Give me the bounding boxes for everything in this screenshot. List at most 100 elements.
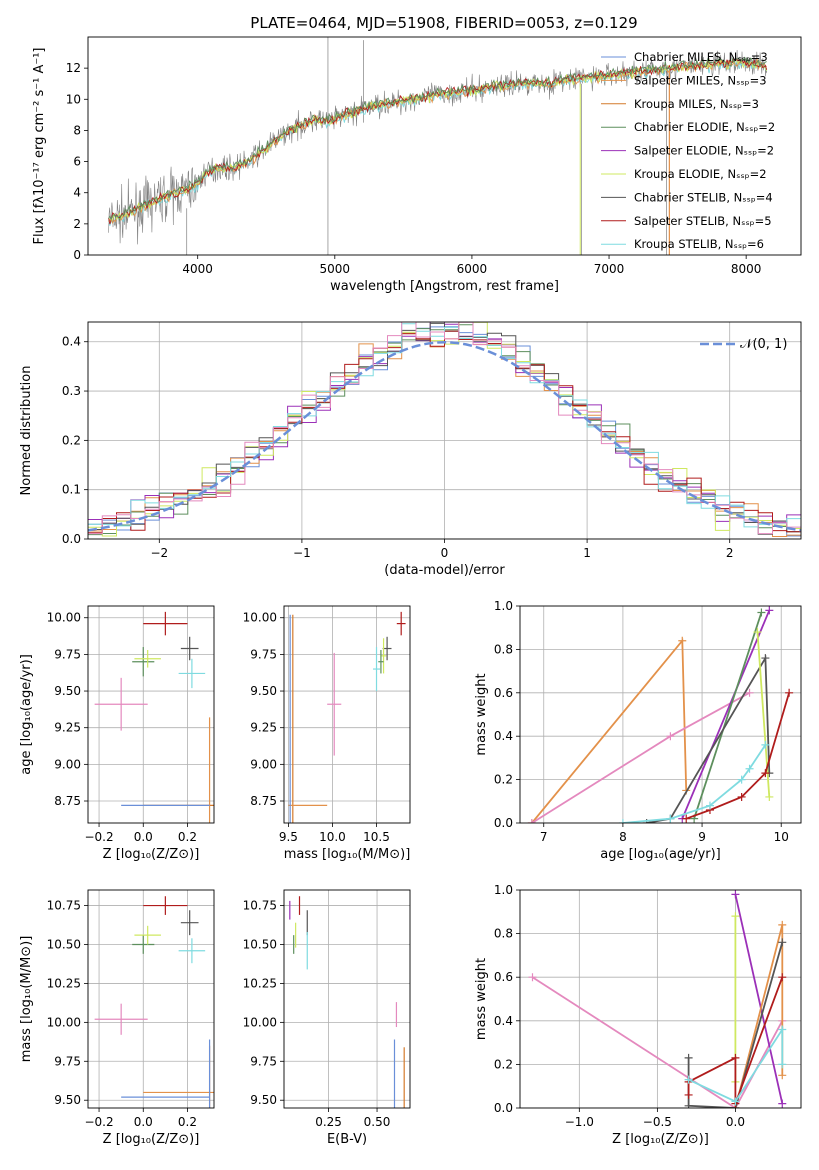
weight-point (731, 1097, 740, 1106)
weight_vs_z-ytick-label: 0.2 (494, 1057, 513, 1071)
weight_vs_z-panel: −1.0 −0.5 0.0 0.0 0.2 0.4 0.6 0.8 1.0 Z [log₁₀(Z/… (474, 883, 802, 1147)
spectrum-ytick-label: 12 (66, 61, 81, 75)
age_vs_mass-frame (283, 605, 411, 824)
residuals-legend: 𝒩(0, 1) (700, 337, 787, 352)
mass_vs_ebv-xlabel: E(B-V) (327, 1132, 367, 1147)
weight_vs_age-frame (519, 605, 802, 824)
mass_vs_z-ytick-label: 9.75 (54, 1054, 81, 1068)
normal-curve (88, 340, 801, 532)
age_vs_mass-panel: 9.5 10.0 10.5 8.75 9.00 9.25 9.50 9.75 10.00 mass… (243, 605, 411, 862)
weight_vs_z-xtick-label: −0.5 (643, 1115, 672, 1129)
residuals-ytick-label: 0.0 (62, 532, 81, 546)
age_vs_mass-ytick-label: 9.75 (250, 647, 277, 661)
residuals-xtick-label: 0 (441, 546, 449, 560)
weight_vs_z-ytick-label: 0.4 (494, 1014, 513, 1028)
spectrum-ytick-label: 2 (73, 217, 81, 231)
weight-point (778, 938, 787, 947)
weight-point (753, 628, 762, 637)
spectrum-xtick-label: 4000 (182, 262, 213, 276)
residuals-ytick-label: 0.3 (62, 384, 81, 398)
weight_vs_age-xlabel: age [log₁₀(age/yr)] (600, 847, 721, 862)
age_vs_mass-ytick-label: 9.25 (250, 721, 277, 735)
weight-point (618, 819, 627, 823)
age_vs_z-panel: −0.2 0.0 0.2 8.75 9.00 9.25 9.50 9.75 10.00 Z [lo… (19, 605, 215, 862)
spectrum-xtick-label: 5000 (320, 262, 351, 276)
legend-entry: Chabrier MILES, Nₛₛₚ=3 (634, 50, 768, 64)
weight-point (678, 636, 687, 645)
weight_vs_z-ytick-label: 1.0 (494, 883, 513, 897)
age_vs_mass-ytick-label: 9.50 (250, 684, 277, 698)
weight-series-salpeter_elodie (734, 894, 784, 1104)
age_vs_z-xtick-label: −0.2 (84, 830, 113, 844)
spectrum-panel: 4000 5000 6000 7000 8000 0 2 4 6 8 10 12 wavelength … (32, 36, 802, 294)
mass_vs_ebv-frame (283, 889, 411, 1109)
spectrum-background (88, 37, 801, 255)
weight-point (757, 608, 766, 617)
weight-point (778, 1071, 787, 1080)
weight-point (684, 1101, 693, 1108)
weight_vs_z-ylabel: mass weight (474, 958, 489, 1040)
residuals-ylabel: Normed distribution (19, 366, 34, 496)
age_vs_z-ytick-label: 8.75 (54, 794, 81, 808)
residuals-plot-area (88, 322, 801, 539)
weight-point (778, 973, 787, 982)
age_vs_z-ytick-label: 10.00 (47, 611, 81, 625)
legend-entry: Salpeter ELODIE, Nₛₛₚ=2 (634, 144, 774, 158)
weight_vs_age-xtick-label: 10 (774, 830, 789, 844)
age_vs_mass-xtick-label: 10.5 (363, 830, 390, 844)
residual-histogram-pink (88, 322, 801, 535)
weight-point (745, 688, 754, 697)
mass_vs_z-panel: −0.2 0.0 0.2 9.50 9.75 10.00 10.25 10.50 10.75 Z … (19, 889, 215, 1147)
residuals-xtick-label: 2 (726, 546, 734, 560)
mass_vs_ebv-ytick-label: 9.50 (250, 1093, 277, 1107)
residuals-xtick-label: −2 (150, 546, 168, 560)
legend-entry: Salpeter STELIB, Nₛₛₚ=5 (634, 214, 772, 228)
legend-entry: 𝒩(0, 1) (740, 337, 787, 352)
legend-entry: Chabrier STELIB, Nₛₛₚ=4 (634, 190, 773, 204)
spectrum-legend: Chabrier MILES, Nₛₛₚ=3 Salpeter MILES, Nₛ… (601, 50, 775, 251)
age_vs_mass-plot-area (284, 606, 410, 823)
mass_vs_z-xtick-label: −0.2 (84, 1115, 113, 1129)
weight_vs_age-ytick-label: 1.0 (494, 599, 513, 613)
weight_vs_age-background (520, 606, 801, 823)
weight_vs_age-ytick-label: 0.8 (494, 642, 513, 656)
spectrum-xtick-label: 8000 (731, 262, 762, 276)
weight-point (666, 814, 675, 823)
weight_vs_age-ytick-label: 0.6 (494, 686, 513, 700)
mass_vs_ebv-xtick-label: 0.50 (364, 1115, 391, 1129)
weight-point (778, 920, 787, 929)
age_vs_mass-xtick-label: 9.5 (279, 830, 298, 844)
age_vs_z-plot-area (88, 606, 214, 823)
mass_vs_ebv-background (284, 890, 410, 1108)
age_vs_mass-xlabel: mass [log₁₀(M/M⊙)] (284, 847, 411, 862)
weight-point (778, 1025, 787, 1034)
mass_vs_ebv-ytick-label: 10.50 (243, 938, 277, 952)
spectrum-ytick-label: 6 (73, 155, 81, 169)
spectrum-ylabel: Flux [fλ10⁻¹⁷ erg cm⁻² s⁻¹ A⁻¹] (32, 48, 47, 245)
age_vs_z-ytick-label: 9.50 (54, 684, 81, 698)
mass_vs_ebv-plot-area (284, 890, 410, 1108)
age_vs_z-xtick-label: 0.0 (134, 830, 153, 844)
weight-point (731, 1053, 740, 1062)
mass_vs_ebv-ytick-label: 10.75 (243, 899, 277, 913)
weight_vs_z-xlabel: Z [log₁₀(Z/Z⊙)] (612, 1132, 709, 1147)
mass_vs_ebv-ytick-label: 10.00 (243, 1015, 277, 1029)
weight-point (666, 732, 675, 741)
weight-series-pink (532, 976, 784, 1108)
weight_vs_age-ytick-label: 0.0 (494, 816, 513, 830)
spectrum-xtick-label: 6000 (457, 262, 488, 276)
spectrum-plot-area (108, 37, 768, 255)
mass_vs_z-xtick-label: 0.2 (178, 1115, 197, 1129)
weight-point (765, 792, 774, 801)
figure-title: PLATE=0464, MJD=51908, FIBERID=0053, z=0… (250, 14, 637, 32)
spectrum-ytick-label: 0 (73, 248, 81, 262)
legend-entry: Salpeter MILES, Nₛₛₚ=3 (634, 73, 767, 87)
weight-point (527, 819, 536, 823)
weight-point (684, 1053, 693, 1062)
weight_vs_z-xtick-label: −1.0 (565, 1115, 594, 1129)
weight_vs_age-ytick-label: 0.2 (494, 773, 513, 787)
weight-point (684, 1090, 693, 1099)
weight-series-kroupa_stelib (688, 1026, 784, 1103)
weight-series-chabrier_elodie (693, 612, 763, 819)
